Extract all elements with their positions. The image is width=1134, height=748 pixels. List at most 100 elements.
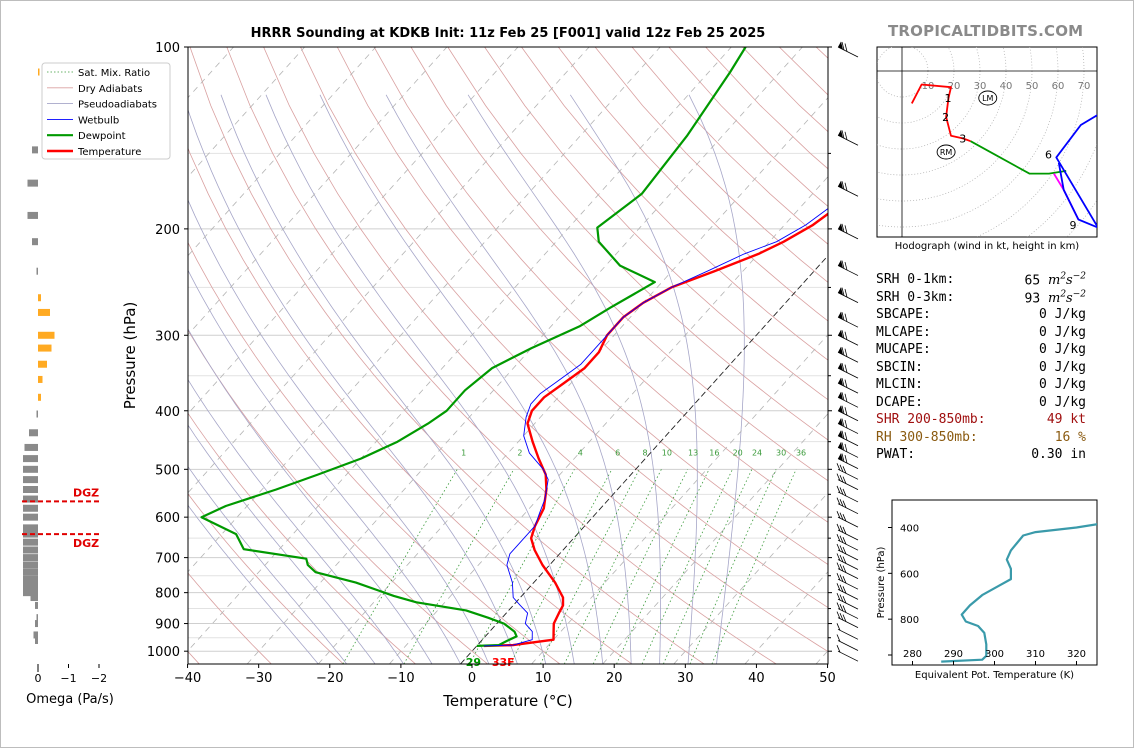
omega-bar: [23, 495, 38, 503]
wind-barb-flag: [844, 261, 848, 271]
storm-motion-label: LM: [982, 94, 993, 103]
dry-adiabat: [188, 493, 344, 664]
omega-bar: [23, 504, 38, 512]
y-tick-label: 200: [155, 223, 180, 238]
parameter-table: SRH 0-1km: 65 m2s−2 SRH 0-3km: 93 m2s−2 SBCA…: [876, 272, 1096, 465]
mixing-ratio-label: 36: [796, 449, 806, 458]
wind-barb-flag: [842, 576, 847, 584]
parameter-label: PWAT:: [876, 447, 916, 462]
y-tick-label: 600: [155, 511, 180, 526]
wind-barb-flag: [836, 497, 841, 505]
mixing-ratio-line: [563, 469, 662, 664]
theta-e-profile: [941, 523, 1097, 663]
wind-barb-staff: [837, 578, 859, 590]
wind-barb-flag: [841, 378, 845, 387]
dry-adiabat: [300, 47, 828, 609]
parameter-value: 0 J/kg: [1039, 324, 1086, 340]
pseudoadiabat: [188, 269, 461, 664]
isotherm-line: [188, 47, 732, 652]
parameter-row: PWAT: 0.30 in: [876, 447, 1096, 465]
legend-label: Sat. Mix. Ratio: [78, 68, 150, 79]
wind-barb-flag: [842, 488, 847, 497]
wind-barb-pennant: [838, 287, 843, 296]
storm-motion-label: RM: [940, 148, 953, 157]
dry-adiabat: [484, 47, 828, 401]
dgz-label: DGZ: [73, 537, 99, 550]
wind-barb-staff: [837, 491, 859, 503]
wind-barb-staff: [837, 46, 859, 58]
wind-barb-flag: [836, 611, 841, 619]
hodograph-height-label: 6: [1045, 149, 1052, 162]
theta-e-x-tick-label: 290: [944, 649, 963, 660]
hodograph-area: 10 20 30 40 50 60 70 1 23 6 9 LM RM: [877, 47, 1097, 237]
parameter-label: MLCAPE:: [876, 324, 931, 340]
wind-barb-flag: [839, 612, 844, 621]
wind-barb-pennant: [838, 391, 843, 400]
parameter-value: 0 J/kg: [1039, 377, 1086, 392]
mixing-ratio-line: [592, 469, 689, 664]
wind-barb-staff: [837, 617, 859, 629]
wind-barb-flag: [844, 182, 848, 191]
omega-bar: [36, 614, 38, 622]
parameter-value: 0 J/kg: [1039, 359, 1086, 375]
omega-bar: [35, 601, 38, 609]
dry-adiabat: [188, 412, 416, 664]
theta-e-y-axis-label: Pressure (hPa): [876, 547, 887, 619]
wind-barb-flag: [839, 474, 844, 483]
wind-barb-flag: [836, 592, 841, 601]
omega-tick-label: 0: [35, 672, 42, 685]
theta-e-x-axis-label: Equivalent Pot. Temperature (K): [915, 670, 1074, 681]
omega-bar: [23, 486, 38, 494]
temperature-profile: [483, 212, 828, 648]
wind-barb-flag: [836, 543, 841, 552]
surface-temperature-label: 33F: [492, 656, 515, 669]
omega-bar: [38, 393, 41, 401]
omega-bar: [23, 513, 38, 521]
wind-barb-flag: [841, 223, 845, 232]
wind-barb-flag: [844, 313, 848, 322]
wind-barb-flag: [844, 407, 848, 416]
x-tick-label: 20: [606, 671, 623, 686]
x-tick-label: −10: [387, 671, 414, 686]
wind-barb-staff: [837, 539, 859, 551]
mixing-ratio-line: [689, 469, 777, 664]
surface-dewpoint-label: 29: [466, 656, 481, 669]
omega-bar: [30, 594, 38, 602]
theta-e-x-tick-label: 280: [903, 649, 922, 660]
wind-barb-pennant: [838, 453, 843, 462]
omega-bar: [23, 538, 38, 546]
wind-barb-pennant: [838, 129, 843, 138]
parameter-unit: m2s−2: [1047, 272, 1086, 289]
wind-barb-staff: [837, 468, 859, 480]
dry-adiabat: [188, 241, 561, 664]
y-tick-label: 400: [155, 405, 180, 420]
x-axis-label: Temperature (°C): [442, 692, 572, 710]
y-tick-label: 1000: [147, 645, 180, 660]
omega-bar: [23, 524, 38, 532]
wind-barb-staff: [837, 549, 859, 561]
parameter-row: RH 300-850mb: 16 %: [876, 430, 1096, 448]
wind-barb-flag: [842, 513, 847, 522]
parameter-value: 0 J/kg: [1039, 394, 1086, 410]
dry-adiabat: [447, 47, 828, 441]
parameter-label: DCAPE:: [876, 394, 923, 410]
omega-bar: [23, 554, 38, 562]
omega-bar: [38, 360, 47, 368]
wind-barb-flag: [844, 331, 848, 340]
wind-barb-staff: [837, 598, 859, 610]
parameter-row: SBCIN: 0 J/kg: [876, 360, 1096, 378]
x-tick-label: −40: [174, 671, 201, 686]
wind-barb-flag: [839, 574, 844, 582]
wind-barb-staff: [837, 516, 859, 528]
wind-barb-pennant: [838, 346, 843, 355]
x-tick-label: −30: [245, 671, 272, 686]
mixing-ratio-line: [663, 469, 753, 664]
wind-barb-flag: [839, 535, 844, 543]
wind-barb-flag: [839, 525, 844, 533]
omega-bar: [23, 568, 38, 576]
skewt-frame: [187, 46, 829, 665]
wind-barb-flag: [839, 563, 844, 572]
mixing-ratio-label: 1: [461, 449, 466, 458]
parameter-label: RH 300-850mb:: [876, 429, 978, 445]
